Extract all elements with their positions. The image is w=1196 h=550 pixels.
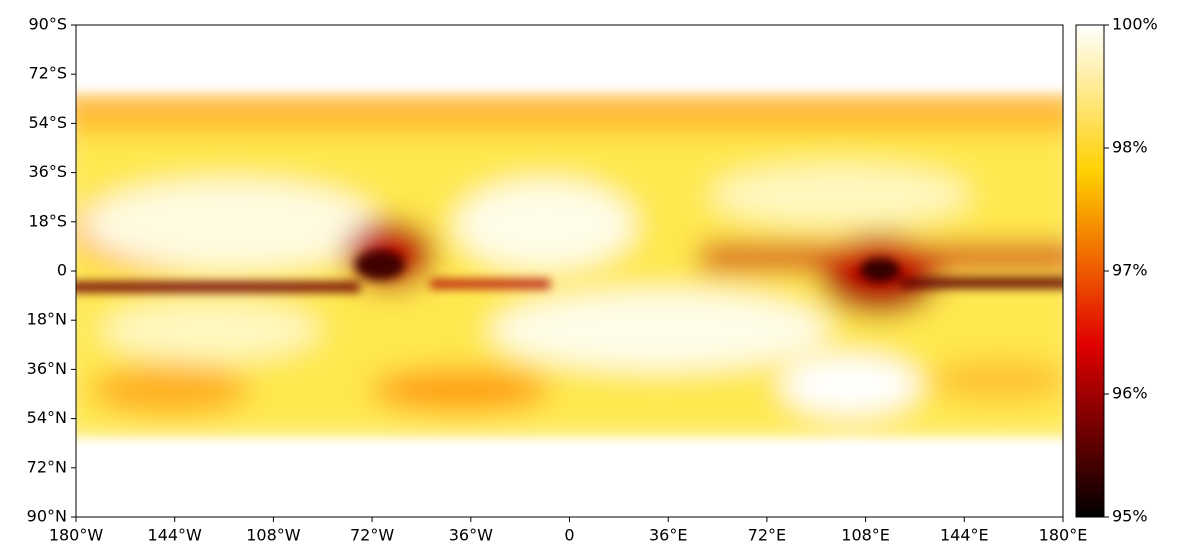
colorbar-tick-label: 96% <box>1112 384 1148 403</box>
x-tick-label: 144°W <box>148 526 203 545</box>
x-tick-label: 180°W <box>49 526 104 545</box>
x-tick-label: 108°W <box>246 526 301 545</box>
colorbar-tick-label: 98% <box>1112 138 1148 157</box>
x-tick-label: 36°E <box>649 526 687 545</box>
colorbar-tick-label: 95% <box>1112 507 1148 526</box>
y-tick-label: 0 <box>57 261 67 280</box>
heatmap-field <box>76 25 1063 517</box>
colorbar-tick-label: 97% <box>1112 261 1148 280</box>
y-tick-label: 90°N <box>27 507 67 526</box>
colorbar-tick-label: 100% <box>1112 15 1158 34</box>
x-tick-label: 72°W <box>350 526 394 545</box>
x-tick-label: 0 <box>564 526 574 545</box>
y-tick-label: 18°N <box>27 310 67 329</box>
x-tick-label: 180°E <box>1039 526 1088 545</box>
y-tick-label: 72°N <box>27 457 67 476</box>
y-tick-label: 54°N <box>27 408 67 427</box>
x-tick-label: 72°E <box>748 526 786 545</box>
y-tick-label: 36°N <box>27 359 67 378</box>
y-tick-label: 54°S <box>28 113 67 132</box>
y-tick-label: 18°S <box>28 211 67 230</box>
colorbar <box>1075 24 1105 518</box>
x-tick-label: 108°E <box>841 526 890 545</box>
y-tick-label: 72°S <box>28 64 67 83</box>
y-tick-label: 36°S <box>28 162 67 181</box>
x-tick-label: 144°E <box>940 526 989 545</box>
y-tick-label: 90°S <box>28 15 67 34</box>
x-tick-label: 36°W <box>449 526 493 545</box>
